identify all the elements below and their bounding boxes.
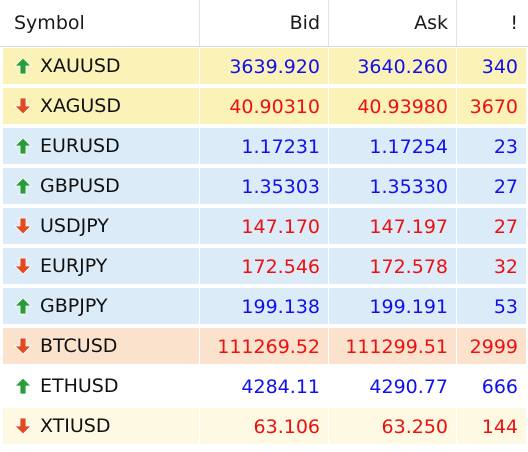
ask-cell: 63.250 bbox=[329, 408, 457, 446]
column-header-symbol[interactable]: Symbol bbox=[0, 0, 200, 46]
symbol-cell: GBPUSD bbox=[3, 168, 200, 206]
arrow-down-icon bbox=[14, 257, 32, 275]
spread-cell: 27 bbox=[457, 168, 526, 206]
arrow-up-icon bbox=[14, 57, 32, 75]
bid-cell: 1.35303 bbox=[200, 168, 329, 206]
table-row[interactable]: USDJPY 147.170 147.197 27 bbox=[3, 208, 526, 246]
arrow-up-icon bbox=[14, 297, 32, 315]
spread-cell: 32 bbox=[457, 248, 526, 286]
symbol-cell: XAGUSD bbox=[3, 88, 200, 126]
ask-cell: 1.17254 bbox=[329, 128, 457, 166]
symbol-label: XAUUSD bbox=[40, 55, 121, 77]
symbol-cell: USDJPY bbox=[3, 208, 200, 246]
symbol-cell: ETHUSD bbox=[3, 368, 200, 406]
bid-cell: 63.106 bbox=[200, 408, 329, 446]
bid-cell: 172.546 bbox=[200, 248, 329, 286]
spread-cell: 666 bbox=[457, 368, 526, 406]
arrow-down-icon bbox=[14, 417, 32, 435]
spread-cell: 3670 bbox=[457, 88, 526, 126]
symbol-label: USDJPY bbox=[40, 215, 109, 237]
table-row[interactable]: GBPJPY 199.138 199.191 53 bbox=[3, 288, 526, 326]
symbol-cell: BTCUSD bbox=[3, 328, 200, 366]
ask-cell: 1.35330 bbox=[329, 168, 457, 206]
symbol-label: BTCUSD bbox=[40, 335, 118, 357]
ask-cell: 4290.77 bbox=[329, 368, 457, 406]
bid-cell: 40.90310 bbox=[200, 88, 329, 126]
symbol-label: EURJPY bbox=[40, 255, 108, 277]
arrow-down-icon bbox=[14, 337, 32, 355]
table-row[interactable]: XAGUSD 40.90310 40.93980 3670 bbox=[3, 88, 526, 126]
symbol-cell: EURJPY bbox=[3, 248, 200, 286]
spread-cell: 53 bbox=[457, 288, 526, 326]
table-row[interactable]: ETHUSD 4284.11 4290.77 666 bbox=[3, 368, 526, 406]
bid-cell: 199.138 bbox=[200, 288, 329, 326]
column-header-ask[interactable]: Ask bbox=[329, 0, 457, 46]
symbol-label: XAGUSD bbox=[40, 95, 122, 117]
symbol-label: ETHUSD bbox=[40, 375, 119, 397]
symbol-label: EURUSD bbox=[40, 135, 120, 157]
table-row[interactable]: GBPUSD 1.35303 1.35330 27 bbox=[3, 168, 526, 206]
symbol-cell: XAUUSD bbox=[3, 48, 200, 86]
ask-cell: 111299.51 bbox=[329, 328, 457, 366]
spread-cell: 27 bbox=[457, 208, 526, 246]
ask-cell: 172.578 bbox=[329, 248, 457, 286]
column-header-spread[interactable]: ! bbox=[510, 12, 518, 34]
column-header-bid[interactable]: Bid bbox=[200, 0, 329, 46]
bid-cell: 3639.920 bbox=[200, 48, 329, 86]
ask-cell: 40.93980 bbox=[329, 88, 457, 126]
bid-cell: 111269.52 bbox=[200, 328, 329, 366]
symbol-label: GBPUSD bbox=[40, 175, 120, 197]
bid-cell: 1.17231 bbox=[200, 128, 329, 166]
arrow-down-icon bbox=[14, 217, 32, 235]
spread-cell: 2999 bbox=[457, 328, 526, 366]
table-row[interactable]: EURUSD 1.17231 1.17254 23 bbox=[3, 128, 526, 166]
arrow-up-icon bbox=[14, 137, 32, 155]
symbol-label: GBPJPY bbox=[40, 295, 108, 317]
symbol-cell: XTIUSD bbox=[3, 408, 200, 446]
ask-cell: 199.191 bbox=[329, 288, 457, 326]
table-row[interactable]: EURJPY 172.546 172.578 32 bbox=[3, 248, 526, 286]
bid-cell: 147.170 bbox=[200, 208, 329, 246]
bid-cell: 4284.11 bbox=[200, 368, 329, 406]
symbol-cell: EURUSD bbox=[3, 128, 200, 166]
table-row[interactable]: XTIUSD 63.106 63.250 144 bbox=[3, 408, 526, 446]
arrow-up-icon bbox=[14, 177, 32, 195]
spread-cell: 144 bbox=[457, 408, 526, 446]
spread-cell: 340 bbox=[457, 48, 526, 86]
table-row[interactable]: XAUUSD 3639.920 3640.260 340 bbox=[3, 48, 526, 86]
ask-cell: 147.197 bbox=[329, 208, 457, 246]
ask-cell: 3640.260 bbox=[329, 48, 457, 86]
arrow-up-icon bbox=[14, 377, 32, 395]
table-header: Symbol Bid Ask ! bbox=[0, 0, 528, 47]
symbol-label: XTIUSD bbox=[40, 415, 111, 437]
symbol-cell: GBPJPY bbox=[3, 288, 200, 326]
table-row[interactable]: BTCUSD 111269.52 111299.51 2999 bbox=[3, 328, 526, 366]
spread-cell: 23 bbox=[457, 128, 526, 166]
arrow-down-icon bbox=[14, 97, 32, 115]
